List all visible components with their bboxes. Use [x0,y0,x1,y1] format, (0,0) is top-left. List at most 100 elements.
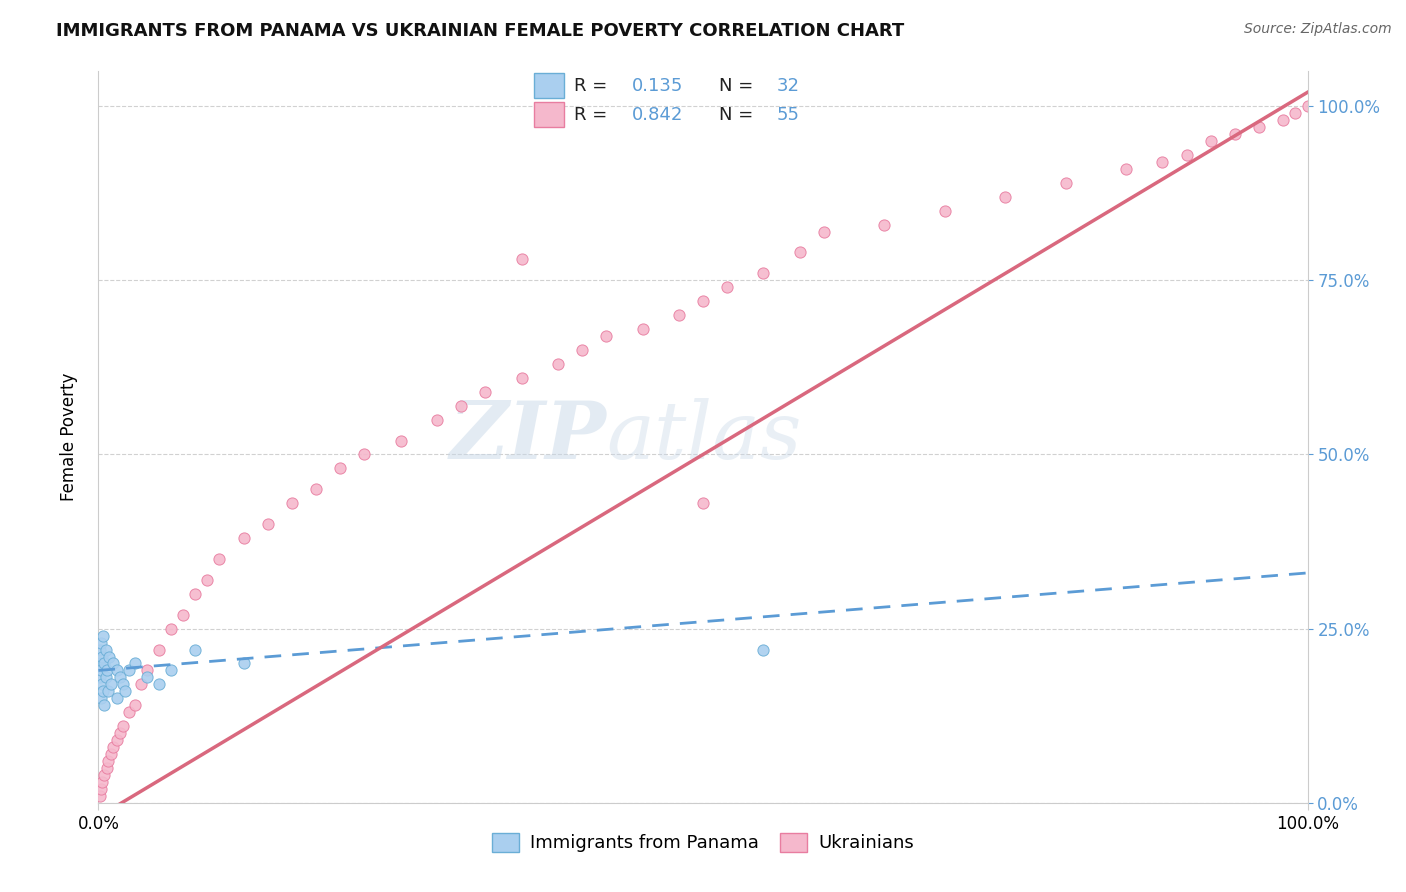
Point [1115,161,1137,176]
Text: 0.842: 0.842 [631,105,683,123]
Point [135,670,157,684]
Point [100,747,122,761]
Point [1054,176,1077,190]
Point [716,280,738,294]
Point [789,245,811,260]
Text: ZIP: ZIP [450,399,606,475]
Point [91,775,114,789]
Text: N =: N = [720,105,759,123]
Point [547,357,569,371]
Point [1284,106,1306,120]
FancyBboxPatch shape [534,102,564,128]
Point [118,664,141,678]
Point [1296,99,1319,113]
Point [994,190,1017,204]
Point [934,203,956,218]
Point [96,761,118,775]
Point [668,308,690,322]
Point [813,225,835,239]
Point [1272,113,1295,128]
Point [97,684,120,698]
Point [160,622,183,636]
Text: 32: 32 [776,77,800,95]
Point [595,329,617,343]
Point [305,483,328,497]
Point [90,664,112,678]
Point [281,496,304,510]
Point [111,719,134,733]
Point [1175,148,1198,162]
Point [89,642,111,657]
Point [89,670,111,684]
Point [108,726,131,740]
Point [232,531,254,545]
Point [118,705,141,719]
Point [172,607,194,622]
Point [90,635,112,649]
Point [873,218,896,232]
FancyBboxPatch shape [534,73,564,98]
Point [184,642,207,657]
Point [94,670,117,684]
Point [389,434,412,448]
Point [124,657,146,671]
Point [510,371,533,385]
Point [571,343,593,357]
Point [195,573,218,587]
Text: N =: N = [720,77,759,95]
Point [329,461,352,475]
Point [129,677,152,691]
Text: R =: R = [574,77,613,95]
Point [1152,155,1174,169]
Point [510,252,533,267]
Point [1199,134,1222,148]
Point [105,691,128,706]
Point [89,789,111,803]
Text: atlas: atlas [606,399,801,475]
Point [124,698,146,713]
Point [184,587,207,601]
Point [94,642,117,657]
Point [1223,127,1246,141]
Point [105,664,128,678]
Text: IMMIGRANTS FROM PANAMA VS UKRAINIAN FEMALE POVERTY CORRELATION CHART: IMMIGRANTS FROM PANAMA VS UKRAINIAN FEMA… [56,22,904,40]
Point [426,412,449,426]
Point [93,657,115,671]
Point [692,294,714,309]
Point [1249,120,1271,134]
Point [89,657,111,671]
Point [474,384,496,399]
Point [752,642,775,657]
Point [100,677,122,691]
Point [148,642,170,657]
Point [353,448,375,462]
Point [96,664,118,678]
Point [135,664,157,678]
Point [148,677,170,691]
Point [450,399,472,413]
Point [93,698,115,713]
Point [101,740,124,755]
Point [91,649,114,664]
Point [91,629,114,643]
Text: R =: R = [574,105,613,123]
Y-axis label: Female Poverty: Female Poverty [59,373,77,501]
Point [208,552,231,566]
Point [160,664,183,678]
Point [97,754,120,768]
Point [108,670,131,684]
Point [114,684,136,698]
Point [111,677,134,691]
Point [98,649,121,664]
Point [90,781,112,796]
Point [91,677,114,691]
Point [90,691,112,706]
Point [256,517,278,532]
Text: Source: ZipAtlas.com: Source: ZipAtlas.com [1244,22,1392,37]
Point [631,322,654,336]
Point [232,657,254,671]
Point [93,768,115,782]
Legend: Immigrants from Panama, Ukrainians: Immigrants from Panama, Ukrainians [485,826,921,860]
Text: 55: 55 [776,105,800,123]
Point [752,266,775,280]
